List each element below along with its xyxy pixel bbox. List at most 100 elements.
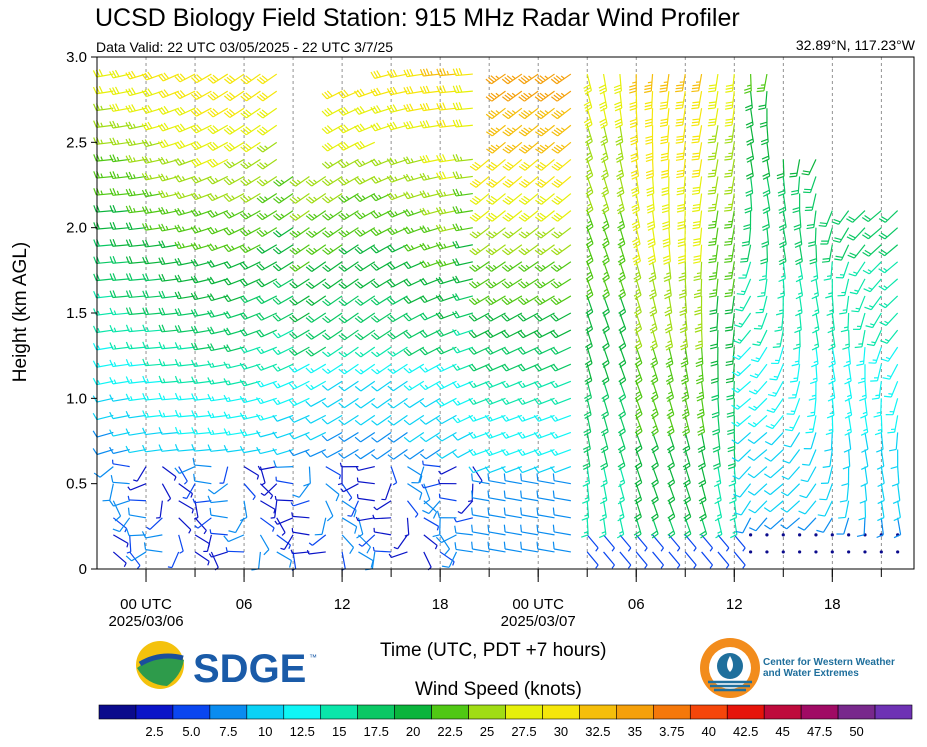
wind-barb — [325, 500, 334, 522]
wind-barb — [125, 171, 147, 180]
wind-barb — [338, 380, 359, 392]
wind-barb — [109, 137, 130, 146]
colorbar-box — [431, 704, 469, 720]
wind-barb — [109, 307, 130, 316]
wind-barb — [174, 308, 196, 317]
wind-barb — [207, 175, 228, 185]
wind-barb — [92, 448, 114, 456]
wind-barb — [354, 449, 376, 460]
wind-barb — [240, 175, 261, 186]
wind-barb — [305, 397, 327, 407]
colorbar-box — [135, 704, 174, 720]
wind-barb — [207, 210, 228, 218]
wind-barb — [178, 466, 188, 485]
wind-barb — [157, 89, 179, 99]
wind-barb — [142, 256, 163, 265]
wind-barb — [223, 261, 245, 269]
wind-barb — [174, 375, 196, 384]
wind-barb — [354, 175, 376, 185]
wind-barb — [109, 342, 130, 350]
wind-barb — [174, 123, 196, 133]
wind-barb — [259, 534, 270, 556]
wind-barb — [125, 290, 147, 299]
wind-barb — [223, 428, 245, 436]
wind-barb — [256, 107, 278, 119]
wind-barb — [223, 534, 245, 543]
wind-barb — [239, 278, 261, 287]
wind-barb — [322, 312, 343, 324]
wind-barb — [305, 346, 327, 357]
wind-barb — [256, 346, 277, 355]
wind-barb — [354, 244, 376, 255]
wind-barb — [289, 244, 310, 255]
wind-barb — [92, 85, 114, 95]
wind-barb — [207, 124, 229, 135]
wind-barb — [305, 431, 327, 441]
station-coordinates: 32.89°N, 117.23°W — [795, 37, 915, 53]
wind-barb — [337, 124, 359, 134]
wind-barb — [239, 244, 261, 254]
wind-barb — [354, 431, 376, 443]
data-valid-subtitle: Data Valid: 22 UTC 03/05/2025 - 22 UTC 3… — [96, 39, 394, 55]
wind-barb — [142, 341, 163, 350]
wind-barb — [305, 414, 327, 424]
wind-barb — [207, 192, 228, 202]
wind-barb — [125, 87, 147, 97]
colorbar-box — [394, 704, 432, 720]
wind-barb — [174, 291, 196, 300]
wind-barb — [190, 192, 212, 201]
wind-barb — [228, 517, 245, 534]
wind-barb — [109, 359, 130, 368]
colorbar-label: 25 — [480, 724, 494, 739]
wind-barb — [112, 517, 131, 533]
wind-barb — [109, 324, 130, 333]
wind-barb — [272, 312, 294, 322]
wind-barb — [109, 376, 130, 385]
colorbar-label: 3.75 — [659, 724, 684, 739]
wind-barb — [142, 427, 163, 436]
wind-barb — [356, 494, 375, 502]
wind-barb — [207, 107, 229, 118]
wind-barb — [289, 227, 310, 238]
wind-barb — [321, 414, 343, 425]
wind-barb — [354, 227, 376, 237]
wind-barb — [305, 244, 327, 255]
wind-barb — [288, 448, 310, 457]
wind-barb — [93, 290, 114, 299]
wind-barb — [125, 239, 147, 248]
wind-barb — [108, 499, 130, 507]
wind-barb — [158, 307, 179, 316]
wind-barb — [354, 210, 376, 220]
wind-barb — [193, 473, 212, 485]
wind-barb — [109, 411, 130, 420]
wind-barb — [125, 341, 147, 350]
wind-barb — [306, 549, 326, 555]
wind-barb — [142, 358, 163, 367]
wind-barb — [358, 551, 374, 568]
wind-barb — [274, 495, 294, 502]
wind-barb — [338, 244, 359, 255]
wind-barb — [256, 278, 278, 288]
wind-barb — [158, 392, 179, 401]
wind-barb — [354, 363, 376, 375]
wind-barb — [142, 410, 163, 418]
colorbar-label: 42.5 — [733, 724, 758, 739]
wind-barb — [102, 483, 114, 502]
wind-barb — [338, 227, 359, 238]
wind-barb — [191, 376, 212, 384]
wind-barb — [109, 290, 130, 299]
wind-barb — [125, 551, 147, 562]
wind-barb — [109, 238, 130, 247]
wind-barb — [354, 346, 376, 358]
wind-barb — [272, 227, 294, 238]
wind-barb — [239, 312, 261, 320]
wind-barb — [354, 158, 376, 168]
wind-barb — [191, 359, 212, 368]
wind-barb — [174, 73, 196, 83]
wind-barb — [190, 225, 212, 234]
wind-barb — [194, 517, 207, 535]
wind-barb — [272, 295, 294, 305]
wind-barb — [190, 325, 212, 334]
wind-barb — [305, 261, 327, 272]
